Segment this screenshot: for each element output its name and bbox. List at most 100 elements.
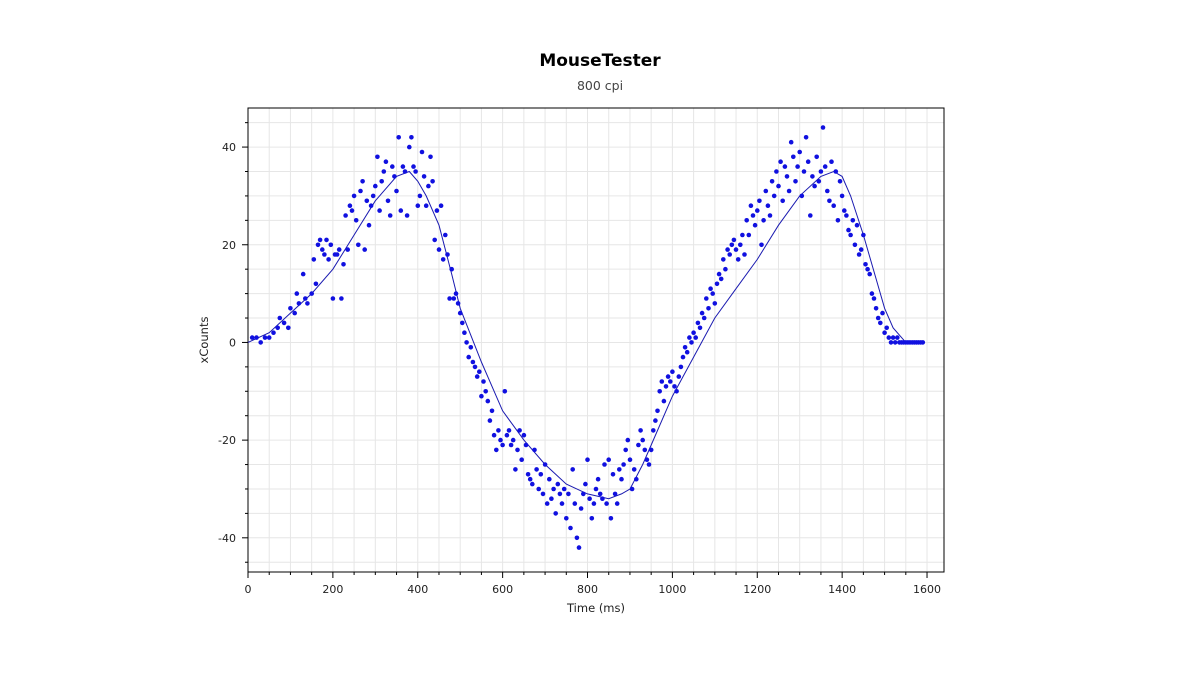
data-point	[801, 169, 807, 174]
data-point	[353, 218, 359, 223]
data-point	[472, 364, 478, 370]
y-tick-label: 20	[222, 239, 236, 252]
data-point	[400, 164, 406, 169]
data-point	[466, 354, 472, 360]
data-point	[320, 247, 325, 252]
data-point	[510, 437, 516, 443]
x-tick-label: 1000	[658, 583, 686, 596]
data-point	[595, 476, 601, 482]
data-point	[682, 345, 688, 350]
data-point	[396, 135, 402, 140]
data-point	[856, 252, 862, 257]
data-point	[727, 252, 732, 257]
data-point	[398, 208, 404, 213]
data-point	[271, 330, 276, 336]
data-point	[600, 496, 605, 502]
data-point	[530, 481, 535, 487]
data-point	[597, 491, 603, 497]
data-point	[434, 208, 440, 213]
data-point	[771, 193, 777, 199]
data-point	[604, 501, 609, 506]
chart-subtitle: 800 cpi	[576, 78, 624, 93]
data-point	[262, 335, 268, 340]
data-point	[638, 428, 643, 433]
data-point	[684, 349, 690, 355]
data-point	[383, 159, 389, 164]
data-point	[508, 442, 514, 448]
data-point	[888, 340, 894, 345]
data-point	[349, 208, 355, 213]
data-point	[322, 252, 327, 257]
data-point	[687, 335, 692, 340]
data-point	[281, 320, 287, 326]
data-point	[653, 418, 658, 423]
data-point	[672, 384, 677, 389]
data-point	[288, 306, 293, 311]
data-point	[750, 213, 756, 218]
data-point	[498, 437, 503, 443]
data-point	[780, 198, 785, 204]
data-point	[477, 369, 482, 375]
x-tick-label: 400	[407, 583, 428, 596]
data-point	[341, 262, 346, 267]
data-point	[693, 335, 698, 340]
data-point	[336, 247, 342, 252]
data-point	[525, 472, 531, 477]
data-point	[665, 374, 671, 379]
data-point	[447, 296, 452, 301]
data-point	[797, 149, 802, 155]
data-point	[470, 359, 476, 365]
data-point	[612, 491, 618, 497]
data-point	[602, 462, 607, 467]
data-point	[593, 486, 599, 492]
data-point	[468, 345, 474, 350]
data-point	[706, 306, 711, 311]
chart-title: MouseTester	[539, 51, 661, 71]
data-point	[869, 291, 875, 296]
data-point	[854, 222, 860, 228]
x-tick-label: 800	[577, 583, 598, 596]
data-point	[313, 281, 319, 287]
data-point	[657, 389, 662, 394]
y-tick-label: -20	[218, 434, 236, 447]
data-point	[782, 164, 788, 169]
data-point	[784, 174, 790, 179]
data-point	[861, 232, 866, 238]
data-point	[699, 310, 705, 316]
data-point	[712, 301, 718, 306]
data-point	[629, 486, 635, 492]
data-point	[691, 330, 696, 336]
data-point	[311, 257, 317, 262]
data-point	[402, 169, 408, 174]
data-point	[527, 476, 533, 482]
data-point	[385, 198, 391, 204]
data-point	[392, 174, 397, 179]
data-point	[426, 183, 431, 189]
data-point	[358, 188, 363, 194]
data-point	[786, 188, 792, 194]
data-point	[583, 481, 588, 487]
data-point	[642, 447, 648, 453]
data-point	[436, 247, 442, 252]
data-point	[292, 310, 298, 316]
data-point	[610, 472, 616, 477]
data-point	[644, 457, 650, 463]
data-point	[825, 188, 830, 194]
data-point	[721, 257, 726, 262]
data-point	[566, 491, 571, 497]
data-point	[791, 154, 796, 160]
data-point	[793, 179, 798, 184]
data-point	[375, 154, 380, 160]
data-point	[487, 418, 493, 423]
data-point	[895, 335, 900, 340]
data-point	[695, 320, 701, 326]
data-point	[515, 447, 520, 453]
data-point	[701, 315, 707, 321]
y-tick-label: 40	[222, 141, 236, 154]
data-point	[767, 213, 773, 218]
data-point	[634, 476, 639, 482]
data-point	[765, 203, 771, 208]
data-point	[455, 301, 461, 306]
plot-frame	[247, 107, 945, 573]
data-point	[655, 408, 660, 414]
